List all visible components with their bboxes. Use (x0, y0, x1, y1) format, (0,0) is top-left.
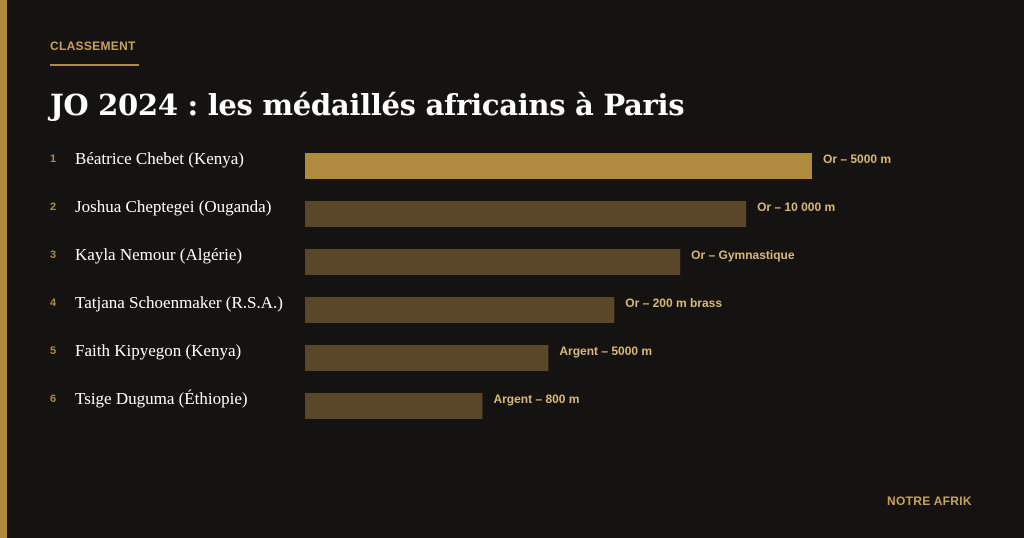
kicker-underline (50, 64, 139, 66)
bar (305, 393, 483, 419)
rank-number: 1 (50, 153, 56, 165)
data-label: Argent – 5000 m (559, 344, 652, 358)
athlete-name: Faith Kipyegon (Kenya) (75, 341, 241, 360)
accent-stripe (0, 0, 7, 538)
chart-title: JO 2024 : les médaillés africains à Pari… (50, 88, 685, 122)
data-label: Or – 10 000 m (757, 200, 835, 214)
athlete-name: Kayla Nemour (Algérie) (75, 245, 242, 264)
rank-number: 4 (50, 297, 57, 309)
bar (305, 201, 747, 227)
bar (305, 249, 681, 275)
data-label: Or – 200 m brass (625, 296, 722, 310)
rank-number: 3 (50, 249, 56, 261)
athlete-name: Béatrice Chebet (Kenya) (75, 149, 244, 168)
data-label: Argent – 800 m (493, 392, 579, 406)
athlete-name: Joshua Cheptegei (Ouganda) (75, 197, 271, 216)
bar (305, 153, 812, 179)
data-label: Or – 5000 m (823, 152, 891, 166)
bar (305, 345, 549, 371)
rank-number: 2 (50, 201, 56, 213)
athlete-name: Tsige Duguma (Éthiopie) (75, 389, 248, 408)
athlete-name: Tatjana Schoenmaker (R.S.A.) (75, 293, 283, 312)
rank-number: 6 (50, 393, 56, 405)
data-label: Or – Gymnastique (691, 248, 795, 262)
bar (305, 297, 615, 323)
section-kicker: CLASSEMENT (50, 39, 136, 53)
rank-number: 5 (50, 345, 56, 357)
brand-logo-text: NOTRE AFRIK (887, 494, 972, 508)
